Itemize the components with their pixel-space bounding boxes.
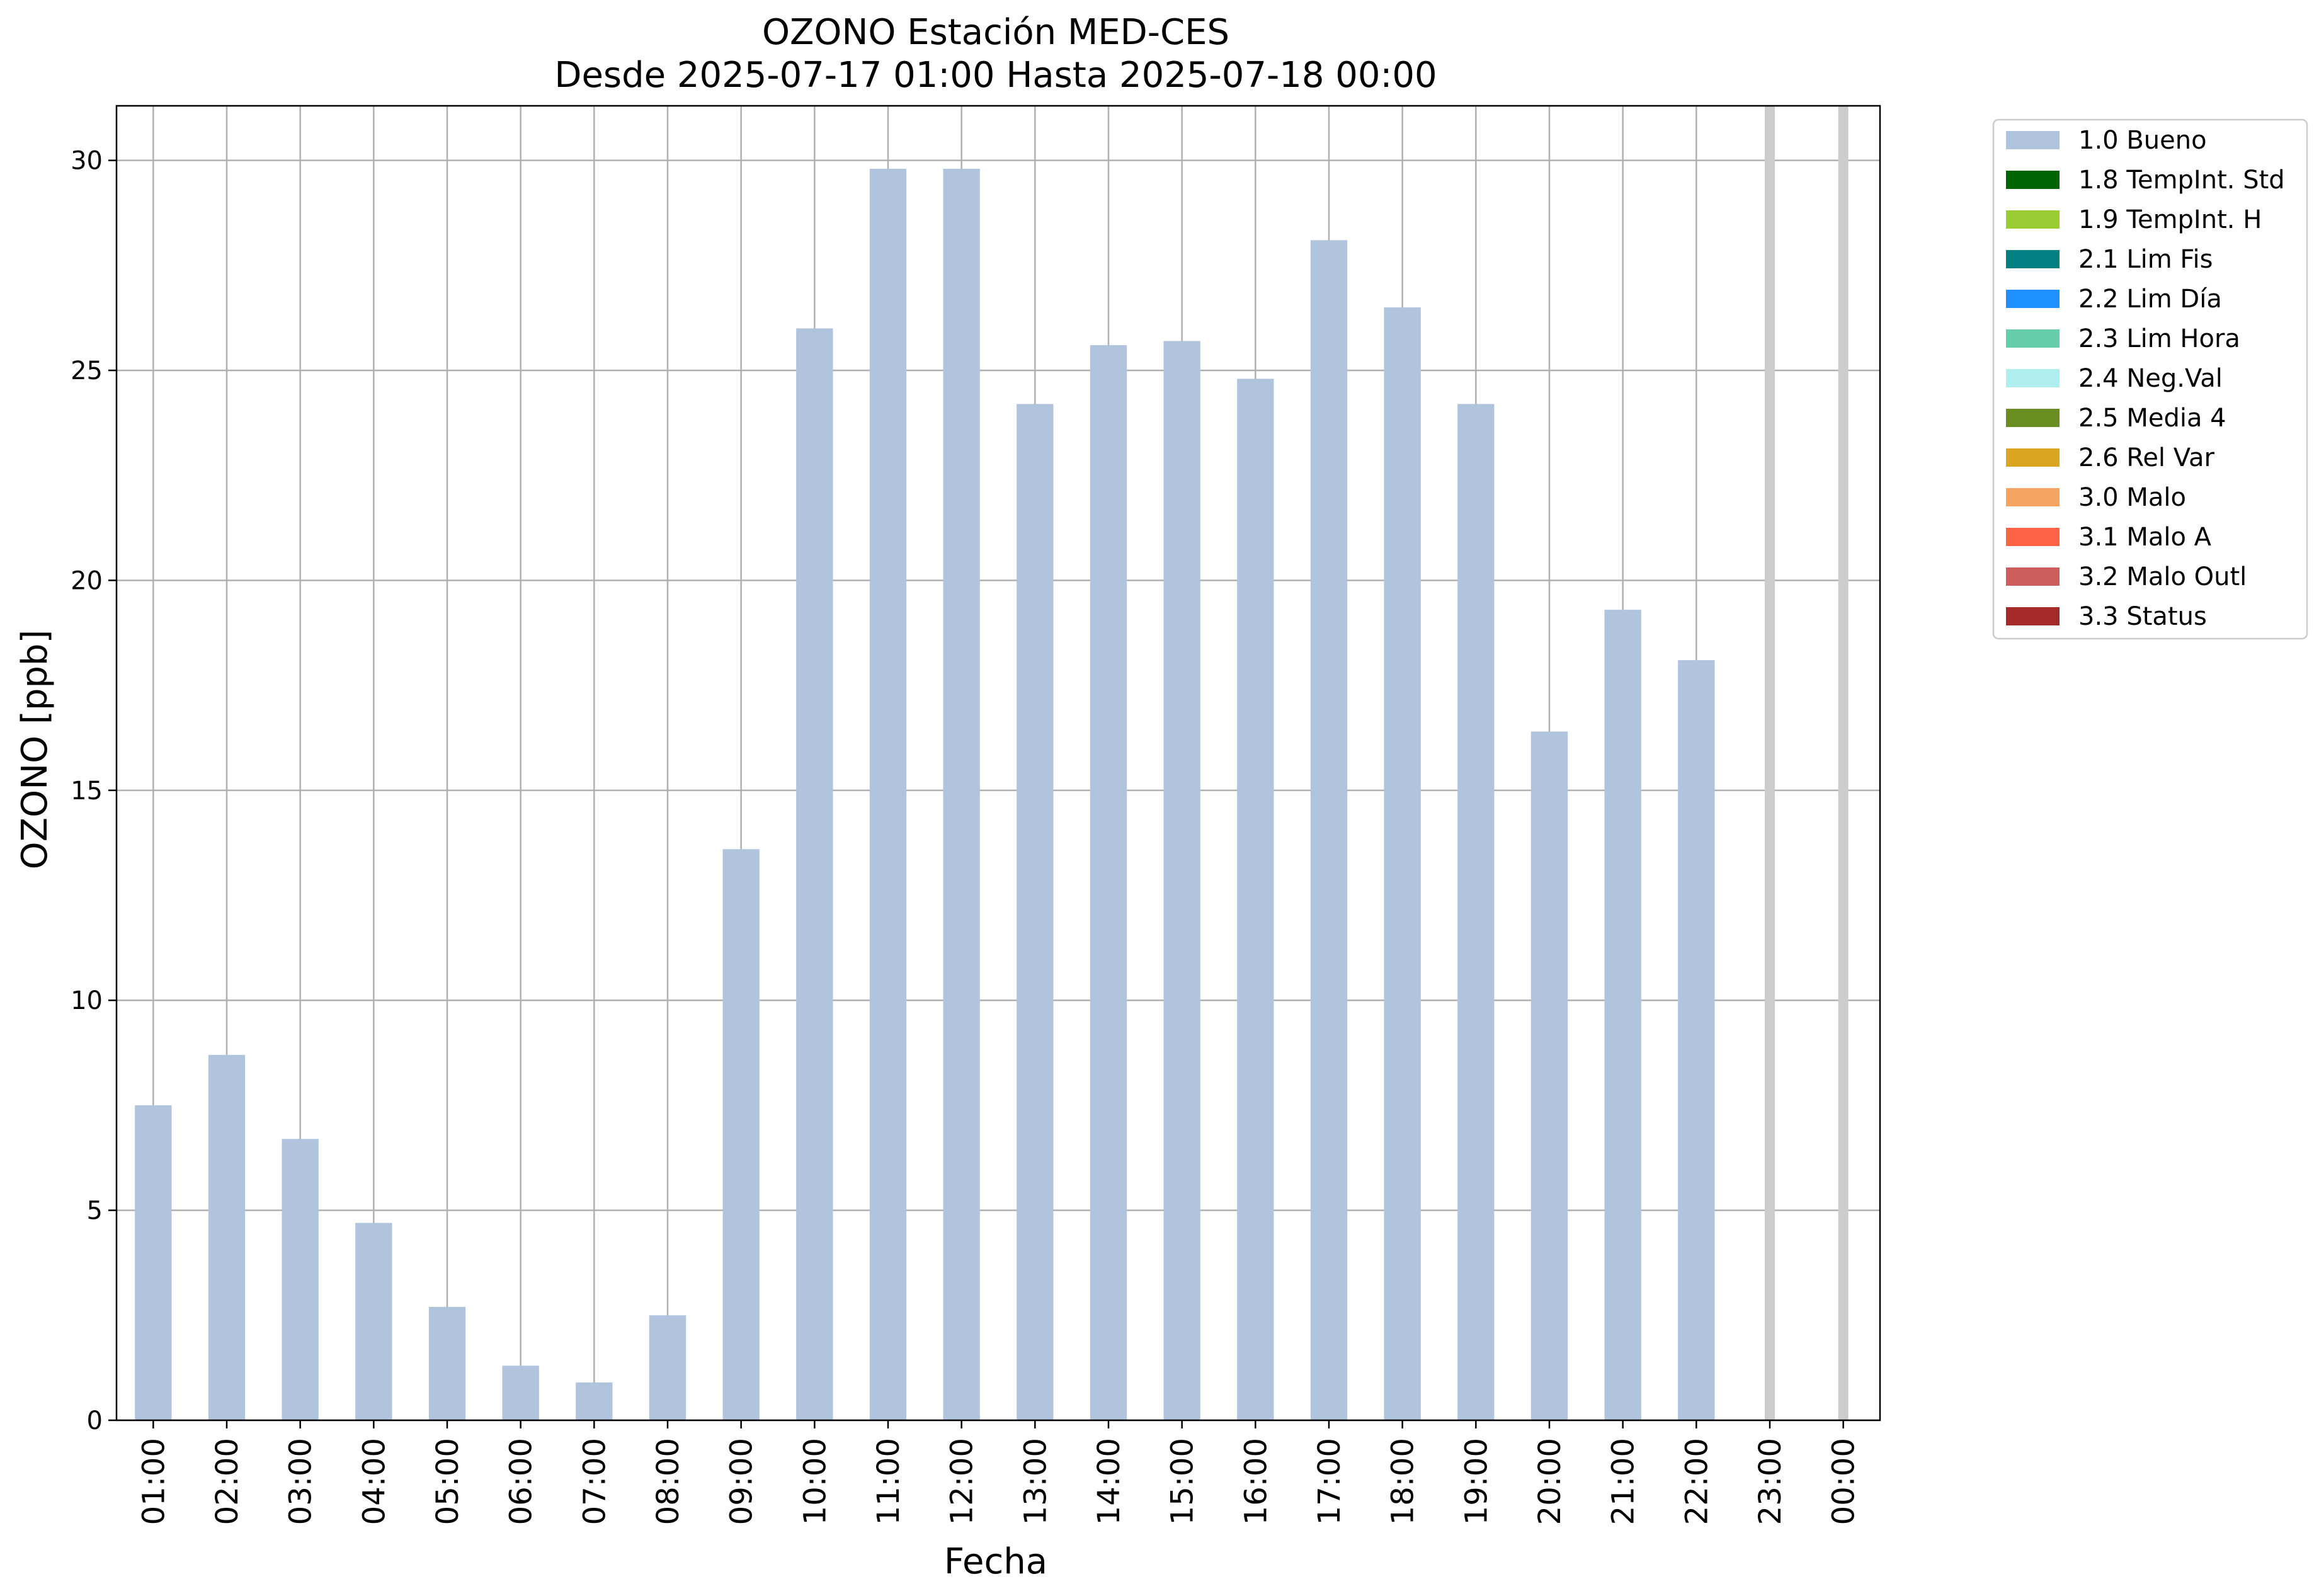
x-tick-label: 04:00 [356, 1438, 392, 1525]
legend-swatch [2006, 210, 2060, 229]
x-tick-label: 01:00 [136, 1438, 171, 1525]
y-axis: 0 5 10 15 20 25 30 [71, 147, 117, 1435]
bar [355, 1223, 392, 1420]
bar-series [135, 169, 1715, 1420]
x-tick-label: 06:00 [504, 1438, 539, 1525]
x-tick-label: 20:00 [1532, 1438, 1568, 1525]
x-tick-label: 23:00 [1753, 1438, 1788, 1525]
x-axis-label: Fecha [944, 1541, 1047, 1582]
missing-data-markers [1765, 106, 1849, 1420]
legend-label: 2.4 Neg.Val [2078, 364, 2223, 393]
x-tick-label: 02:00 [210, 1438, 245, 1525]
bar [208, 1054, 246, 1420]
x-tick-label: 08:00 [651, 1438, 686, 1525]
bar [722, 849, 760, 1420]
x-tick-label: 00:00 [1826, 1438, 1862, 1525]
missing-data-band [1838, 106, 1849, 1420]
bar [428, 1306, 466, 1420]
y-tick-label: 30 [71, 147, 103, 176]
legend-label: 3.1 Malo A [2078, 523, 2212, 552]
bar [576, 1382, 613, 1420]
legend-swatch [2006, 250, 2060, 268]
x-tick-label: 12:00 [945, 1438, 980, 1525]
legend-swatch [2006, 329, 2060, 348]
x-tick-label: 19:00 [1459, 1438, 1494, 1525]
y-tick-label: 10 [71, 986, 103, 1015]
legend-label: 2.6 Rel Var [2078, 443, 2215, 472]
legend-label: 2.3 Lim Hora [2078, 324, 2240, 353]
legend-swatch [2006, 488, 2060, 506]
bar [1530, 731, 1568, 1420]
legend-swatch [2006, 171, 2060, 189]
x-tick-label: 10:00 [797, 1438, 833, 1525]
bar [1017, 404, 1054, 1420]
legend-swatch [2006, 567, 2060, 586]
legend-swatch [2006, 448, 2060, 467]
x-tick-label: 03:00 [283, 1438, 319, 1525]
x-tick-label: 15:00 [1165, 1438, 1200, 1525]
y-tick-label: 20 [71, 566, 103, 595]
bar [796, 328, 833, 1420]
x-tick-label: 17:00 [1312, 1438, 1347, 1525]
chart-title: OZONO Estación MED-CES [762, 12, 1229, 53]
legend-label: 2.5 Media 4 [2078, 404, 2226, 433]
bar [649, 1315, 687, 1420]
legend-swatch [2006, 369, 2060, 387]
x-tick-label: 22:00 [1679, 1438, 1714, 1525]
bar [1310, 240, 1348, 1420]
legend-swatch [2006, 290, 2060, 308]
legend-swatch [2006, 528, 2060, 546]
legend-label: 1.0 Bueno [2078, 126, 2207, 155]
legend-label: 3.2 Malo Outl [2078, 562, 2247, 591]
legend-swatch [2006, 409, 2060, 427]
bar [135, 1105, 172, 1420]
chart-subtitle: Desde 2025-07-17 01:00 Hasta 2025-07-18 … [554, 55, 1437, 96]
x-tick-label: 09:00 [724, 1438, 760, 1525]
legend-label: 2.1 Lim Fis [2078, 245, 2213, 274]
plot-area-frame [115, 105, 1881, 1422]
legend-label: 3.0 Malo [2078, 483, 2186, 512]
y-tick-label: 15 [71, 777, 103, 806]
y-tick-label: 5 [87, 1197, 103, 1226]
bar [1384, 307, 1421, 1420]
x-tick-label: 21:00 [1606, 1438, 1641, 1525]
x-tick-label: 11:00 [871, 1438, 906, 1525]
bar [869, 169, 907, 1420]
bar [1457, 404, 1495, 1420]
bar [1090, 345, 1127, 1420]
legend: 1.0 Bueno 1.8 TempInt. Std 1.9 TempInt. H 2… [1992, 118, 2308, 640]
x-tick-label: 07:00 [577, 1438, 612, 1525]
x-tick-label: 13:00 [1018, 1438, 1053, 1525]
bar [1678, 660, 1715, 1420]
x-tick-label: 18:00 [1386, 1438, 1421, 1525]
x-axis: 01:00 02:00 03:00 04:00 05:00 06:00 07:00 08:00… [136, 1420, 1862, 1525]
bar [943, 169, 980, 1420]
bar [502, 1365, 539, 1420]
legend-label: 1.9 TempInt. H [2078, 205, 2262, 234]
y-tick-label: 25 [71, 356, 103, 385]
legend-label: 1.8 TempInt. Std [2078, 166, 2285, 195]
legend-box [1992, 118, 2308, 640]
legend-swatch [2006, 607, 2060, 625]
bar [1163, 341, 1200, 1420]
y-tick-label: 0 [87, 1406, 103, 1435]
legend-label: 3.3 Status [2078, 602, 2207, 631]
x-tick-label: 14:00 [1091, 1438, 1127, 1525]
x-tick-label: 05:00 [430, 1438, 465, 1525]
bar [1237, 379, 1274, 1420]
x-tick-label: 16:00 [1238, 1438, 1273, 1525]
legend-swatch [2006, 131, 2060, 149]
y-axis-label: OZONO [ppb] [14, 630, 55, 870]
legend-label: 2.2 Lim Día [2078, 285, 2222, 314]
bar [282, 1139, 319, 1420]
bar [1604, 610, 1641, 1420]
missing-data-band [1765, 106, 1775, 1420]
